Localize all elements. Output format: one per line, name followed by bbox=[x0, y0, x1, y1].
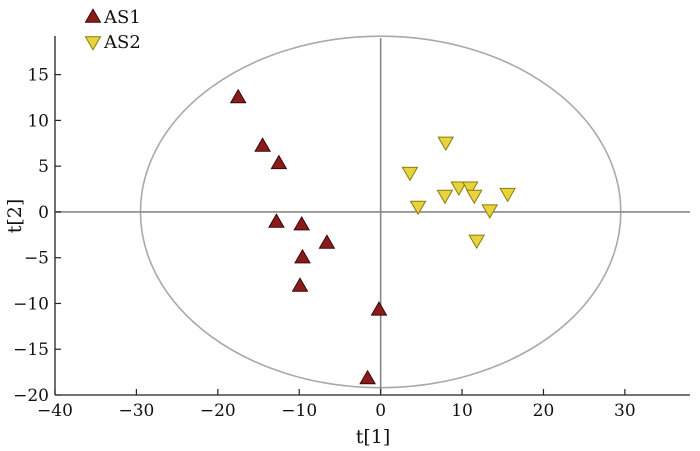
x-tick-label: −30 bbox=[118, 401, 154, 421]
data-point-as2 bbox=[465, 189, 483, 205]
data-point-as2 bbox=[481, 204, 499, 219]
legend-marker-as2 bbox=[84, 36, 102, 51]
data-point-as1 bbox=[359, 369, 376, 385]
y-axis-title: t[2] bbox=[4, 199, 26, 234]
x-tick-label: −20 bbox=[200, 401, 236, 421]
data-point-as1 bbox=[291, 277, 309, 292]
data-point-as2 bbox=[436, 189, 454, 205]
data-point-as2 bbox=[409, 200, 427, 216]
data-point-as1 bbox=[294, 248, 311, 264]
x-tick-label: −40 bbox=[37, 401, 73, 421]
y-tick-label: 15 bbox=[27, 66, 49, 86]
legend-label-as2: AS2 bbox=[103, 32, 141, 53]
data-point-as1 bbox=[318, 234, 336, 249]
y-tick-label: 0 bbox=[38, 203, 49, 223]
legend-marker-as1 bbox=[84, 8, 102, 23]
data-point-as2 bbox=[468, 234, 486, 250]
data-point-as1 bbox=[293, 215, 311, 231]
legend-label-as1: AS1 bbox=[103, 7, 141, 28]
x-axis-title: t[1] bbox=[356, 426, 391, 448]
data-point-as1 bbox=[370, 301, 388, 316]
y-tick-label: 5 bbox=[38, 157, 49, 177]
data-point-as1 bbox=[229, 88, 247, 104]
y-tick-label: −20 bbox=[13, 386, 49, 406]
y-tick-label: −15 bbox=[13, 340, 49, 360]
x-tick-label: −10 bbox=[281, 401, 317, 421]
y-tick-label: 10 bbox=[27, 111, 49, 131]
y-tick-label: −5 bbox=[24, 249, 49, 269]
data-point-as1 bbox=[254, 137, 271, 152]
data-point-as1 bbox=[268, 213, 285, 228]
x-tick-label: 0 bbox=[375, 401, 386, 421]
data-point-as2 bbox=[499, 187, 517, 203]
x-tick-label: 10 bbox=[451, 401, 473, 421]
data-point-as2 bbox=[461, 181, 479, 197]
y-tick-label: −10 bbox=[13, 294, 49, 314]
data-point-as2 bbox=[401, 166, 419, 182]
data-point-as2 bbox=[437, 136, 455, 152]
data-point-as1 bbox=[270, 154, 288, 170]
x-tick-label: 30 bbox=[614, 401, 636, 421]
data-point-as2 bbox=[450, 181, 468, 197]
x-tick-label: 20 bbox=[533, 401, 555, 421]
